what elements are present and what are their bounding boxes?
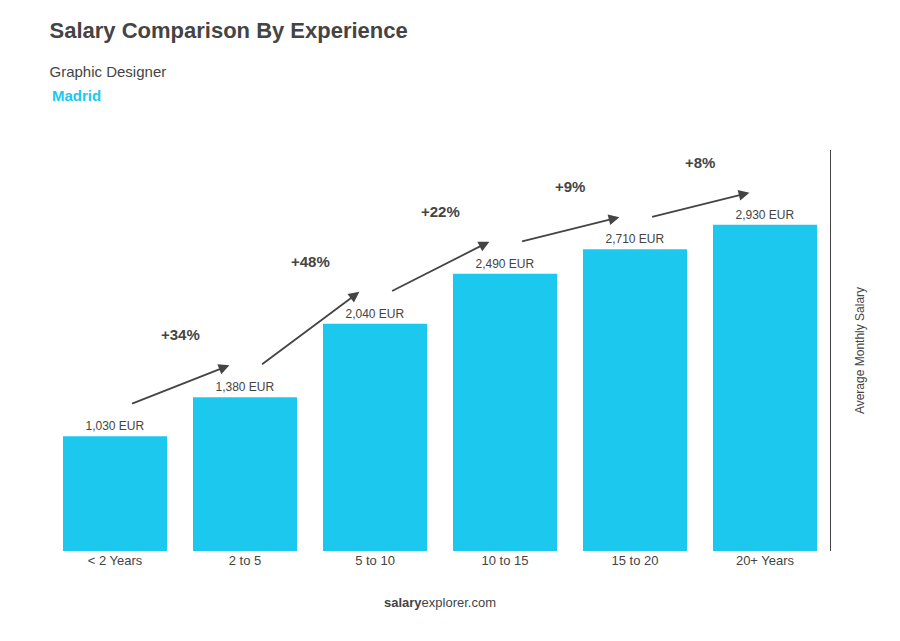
svg-text:1,380 EUR: 1,380 EUR: [215, 380, 274, 394]
svg-text:15 to 20: 15 to 20: [612, 553, 659, 568]
svg-text:+9%: +9%: [555, 178, 585, 195]
svg-text:1,030 EUR: 1,030 EUR: [85, 419, 144, 433]
svg-text:+22%: +22%: [421, 203, 460, 220]
svg-text:2,930 EUR: 2,930 EUR: [735, 208, 794, 222]
svg-text:+34%: +34%: [161, 326, 200, 343]
svg-text:2 to 5: 2 to 5: [229, 553, 262, 568]
svg-text:Salary Comparison By Experienc: Salary Comparison By Experience: [50, 18, 408, 43]
svg-text:salaryexplorer.com: salaryexplorer.com: [384, 595, 496, 610]
svg-text:5 to 10: 5 to 10: [355, 553, 395, 568]
svg-text:10 to 15: 10 to 15: [482, 553, 529, 568]
svg-text:20+ Years: 20+ Years: [736, 553, 795, 568]
svg-text:< 2 Years: < 2 Years: [88, 553, 143, 568]
svg-text:+48%: +48%: [291, 253, 330, 270]
svg-text:2,490 EUR: 2,490 EUR: [475, 257, 534, 271]
svg-text:2,040 EUR: 2,040 EUR: [345, 307, 404, 321]
svg-text:Graphic Designer: Graphic Designer: [50, 63, 167, 80]
svg-text:Madrid: Madrid: [52, 87, 101, 104]
svg-text:Average Monthly Salary: Average Monthly Salary: [853, 287, 867, 414]
svg-text:2,710 EUR: 2,710 EUR: [605, 232, 664, 246]
svg-text:+8%: +8%: [685, 154, 715, 171]
